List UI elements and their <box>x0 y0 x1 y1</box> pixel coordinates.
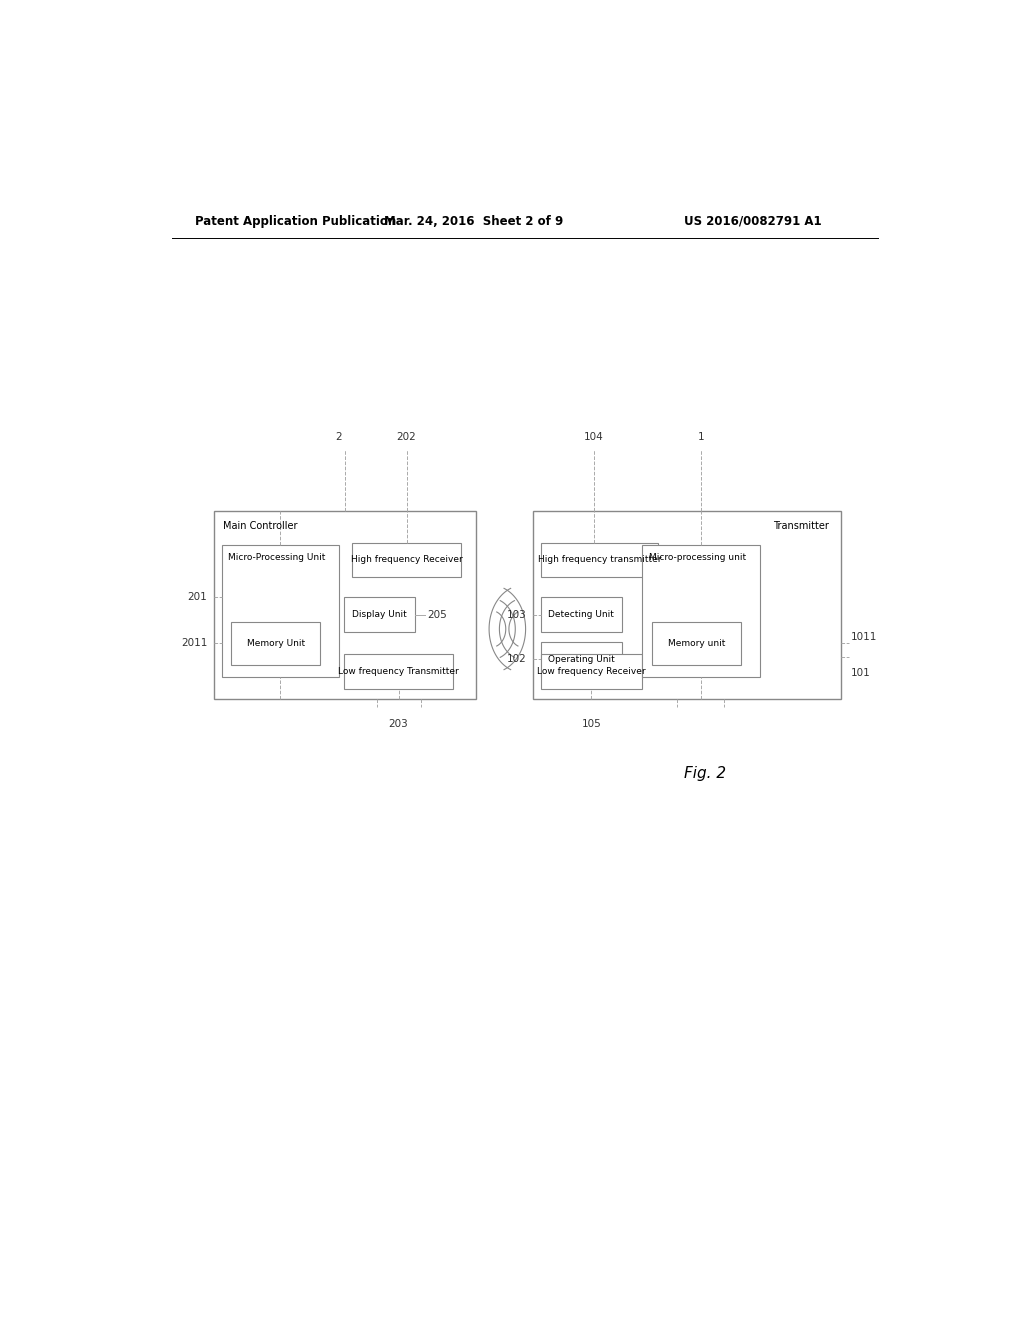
Text: Low frequency Transmitter: Low frequency Transmitter <box>338 667 459 676</box>
FancyBboxPatch shape <box>532 511 841 700</box>
Text: Fig. 2: Fig. 2 <box>684 766 726 781</box>
Text: 103: 103 <box>507 610 526 620</box>
Text: 1011: 1011 <box>851 632 878 642</box>
Text: 2011: 2011 <box>181 639 207 648</box>
FancyBboxPatch shape <box>344 598 416 632</box>
Text: 201: 201 <box>187 593 207 602</box>
Text: 2: 2 <box>335 432 342 442</box>
Text: 101: 101 <box>851 668 870 677</box>
Text: Micro-Processing Unit: Micro-Processing Unit <box>228 553 326 562</box>
FancyBboxPatch shape <box>541 543 658 577</box>
FancyBboxPatch shape <box>541 598 622 632</box>
Text: Memory Unit: Memory Unit <box>247 639 305 648</box>
Text: Micro-processing unit: Micro-processing unit <box>648 553 745 562</box>
FancyBboxPatch shape <box>541 655 642 689</box>
FancyBboxPatch shape <box>221 545 339 677</box>
Text: Display Unit: Display Unit <box>352 610 407 619</box>
Text: High frequency transmitter: High frequency transmitter <box>538 556 662 565</box>
FancyBboxPatch shape <box>231 622 321 664</box>
Text: Memory unit: Memory unit <box>668 639 725 648</box>
FancyBboxPatch shape <box>541 643 622 677</box>
Text: 202: 202 <box>396 432 417 442</box>
Text: 1: 1 <box>697 432 705 442</box>
Text: Transmitter: Transmitter <box>773 521 828 531</box>
Text: 205: 205 <box>427 610 446 620</box>
Text: Operating Unit: Operating Unit <box>548 655 614 664</box>
Text: Detecting Unit: Detecting Unit <box>548 610 614 619</box>
FancyBboxPatch shape <box>352 543 461 577</box>
Text: 102: 102 <box>507 655 526 664</box>
Text: 203: 203 <box>389 719 409 730</box>
Text: Patent Application Publication: Patent Application Publication <box>196 215 396 228</box>
Text: Main Controller: Main Controller <box>223 521 298 531</box>
FancyBboxPatch shape <box>344 655 454 689</box>
FancyBboxPatch shape <box>642 545 760 677</box>
Text: Mar. 24, 2016  Sheet 2 of 9: Mar. 24, 2016 Sheet 2 of 9 <box>384 215 563 228</box>
Text: Low frequency Receiver: Low frequency Receiver <box>538 667 646 676</box>
Text: 105: 105 <box>582 719 601 730</box>
FancyBboxPatch shape <box>652 622 740 664</box>
Text: High frequency Receiver: High frequency Receiver <box>350 556 463 565</box>
Text: US 2016/0082791 A1: US 2016/0082791 A1 <box>684 215 821 228</box>
Text: 104: 104 <box>584 432 603 442</box>
FancyBboxPatch shape <box>214 511 475 700</box>
